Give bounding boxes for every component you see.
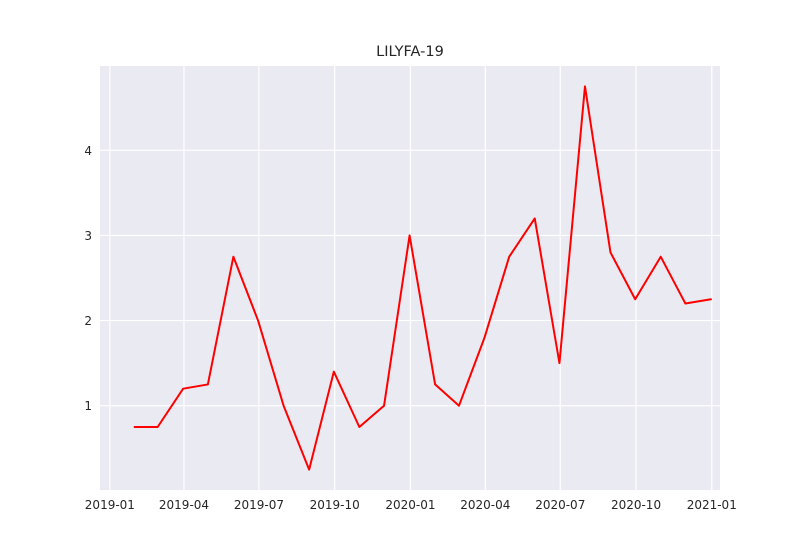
y-tick-label: 3 (84, 229, 92, 243)
y-tick-label: 1 (84, 399, 92, 413)
x-tick-label: 2019-10 (310, 498, 360, 512)
x-tick-label: 2020-07 (535, 498, 585, 512)
x-tick-label: 2019-04 (159, 498, 209, 512)
x-tick-label: 2021-01 (687, 498, 737, 512)
y-tick-label: 2 (84, 314, 92, 328)
x-tick-label: 2020-01 (385, 498, 435, 512)
x-tick-label: 2020-10 (611, 498, 661, 512)
series-line (133, 85, 712, 471)
series-layer (133, 85, 712, 471)
tick-labels: 2019-01 2019-04 2019-07 2019-10 2020-01 2020-… (84, 144, 736, 512)
x-tick-label: 2019-01 (85, 498, 135, 512)
y-tick-label: 4 (84, 144, 92, 158)
grid (100, 66, 720, 490)
chart-title: LILYFA-19 (376, 44, 444, 60)
x-tick-label: 2019-07 (234, 498, 284, 512)
x-tick-label: 2020-04 (460, 498, 510, 512)
